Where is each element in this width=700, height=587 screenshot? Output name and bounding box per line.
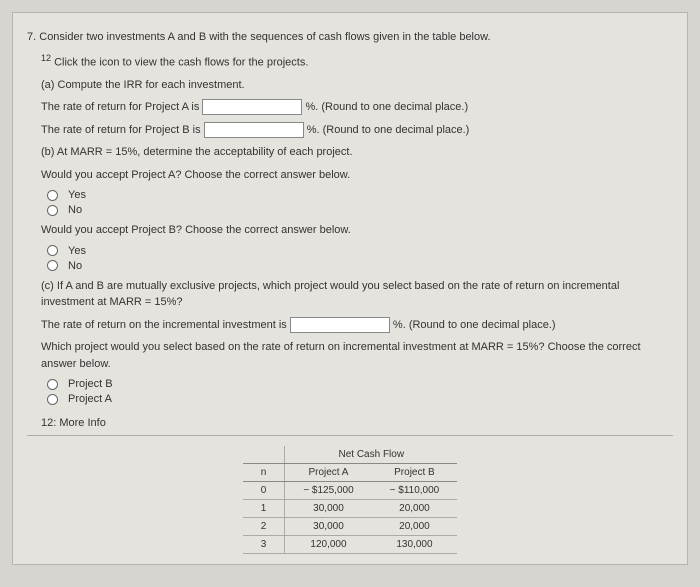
inc-rate-row: The rate of return on the incremental in… [41, 317, 673, 334]
accept-a-no-row[interactable]: No [47, 204, 673, 216]
cell-n: 0 [243, 482, 285, 500]
option-no: No [68, 204, 82, 216]
accept-b-group: Yes No [47, 245, 673, 272]
option-yes: Yes [68, 189, 86, 201]
accept-a-prompt: Would you accept Project A? Choose the c… [41, 167, 673, 184]
cell-a: 120,000 [285, 536, 372, 554]
table-row: 0 − $125,000 − $110,000 [243, 482, 457, 500]
cell-a: 30,000 [285, 518, 372, 536]
table-row: 1 30,000 20,000 [243, 500, 457, 518]
rate-a-row: The rate of return for Project A is %. (… [41, 99, 673, 116]
rate-b-input[interactable] [204, 122, 304, 138]
option-no: No [68, 260, 82, 272]
cell-b: 20,000 [372, 518, 458, 536]
inc-rate-label: The rate of return on the incremental in… [41, 319, 287, 331]
question-number: 7. [27, 31, 36, 43]
table-header-b: Project B [372, 464, 458, 482]
option-project-a: Project A [68, 393, 112, 405]
radio-icon [47, 379, 58, 390]
radio-icon [47, 394, 58, 405]
cell-b: 130,000 [372, 536, 458, 554]
project-a-row[interactable]: Project A [47, 393, 673, 405]
radio-icon [47, 260, 58, 271]
cashflow-table-wrap: Net Cash Flow n Project A Project B 0 − … [27, 446, 673, 554]
accept-b-no-row[interactable]: No [47, 260, 673, 272]
cell-n: 3 [243, 536, 285, 554]
table-row: 3 120,000 130,000 [243, 536, 457, 554]
table-header-blank [243, 446, 285, 464]
separator [27, 435, 673, 436]
cell-a: 30,000 [285, 500, 372, 518]
question-stem: 7. Consider two investments A and B with… [27, 29, 673, 46]
part-c-label: (c) If A and B are mutually exclusive pr… [41, 278, 673, 311]
footnote-text: Click the icon to view the cash flows fo… [54, 56, 308, 68]
rate-b-hint: %. (Round to one decimal place.) [307, 124, 470, 136]
project-select-group: Project B Project A [47, 378, 673, 405]
option-project-b: Project B [68, 378, 113, 390]
table-row: 2 30,000 20,000 [243, 518, 457, 536]
rate-a-input[interactable] [202, 99, 302, 115]
question-text: Consider two investments A and B with th… [39, 31, 490, 43]
rate-b-row: The rate of return for Project B is %. (… [41, 122, 673, 139]
inc-rate-hint: %. (Round to one decimal place.) [393, 319, 556, 331]
radio-icon [47, 190, 58, 201]
accept-a-group: Yes No [47, 189, 673, 216]
question-container: 7. Consider two investments A and B with… [12, 12, 688, 565]
accept-b-yes-row[interactable]: Yes [47, 245, 673, 257]
rate-a-label: The rate of return for Project A is [41, 101, 199, 113]
part-a-label: (a) Compute the IRR for each investment. [41, 77, 673, 94]
which-select-prompt: Which project would you select based on … [41, 339, 673, 372]
accept-a-yes-row[interactable]: Yes [47, 189, 673, 201]
radio-icon [47, 245, 58, 256]
more-info-label: 12: More Info [41, 417, 673, 429]
table-header-n: n [243, 464, 285, 482]
footnote-mark: 12 [41, 53, 51, 63]
footnote-line: 12 Click the icon to view the cash flows… [41, 52, 673, 71]
cell-n: 1 [243, 500, 285, 518]
accept-b-prompt: Would you accept Project B? Choose the c… [41, 222, 673, 239]
option-yes: Yes [68, 245, 86, 257]
cashflow-table: Net Cash Flow n Project A Project B 0 − … [243, 446, 457, 554]
rate-b-label: The rate of return for Project B is [41, 124, 201, 136]
part-b-label: (b) At MARR = 15%, determine the accepta… [41, 144, 673, 161]
table-header-a: Project A [285, 464, 372, 482]
cell-b: − $110,000 [372, 482, 458, 500]
cell-b: 20,000 [372, 500, 458, 518]
inc-rate-input[interactable] [290, 317, 390, 333]
cell-a: − $125,000 [285, 482, 372, 500]
radio-icon [47, 205, 58, 216]
project-b-row[interactable]: Project B [47, 378, 673, 390]
cell-n: 2 [243, 518, 285, 536]
table-title: Net Cash Flow [285, 446, 457, 464]
rate-a-hint: %. (Round to one decimal place.) [305, 101, 468, 113]
